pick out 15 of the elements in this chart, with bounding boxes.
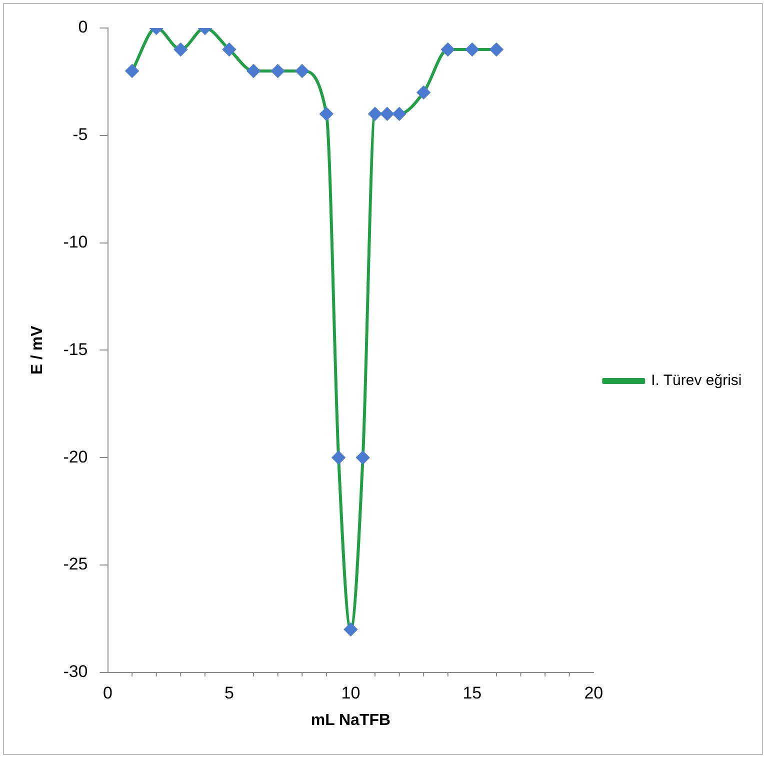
y-tick-label: 0 (78, 18, 88, 37)
y-tick-label: -25 (63, 554, 88, 574)
x-axis-title: mL NaTFB (310, 712, 391, 729)
x-tick-label: 15 (462, 683, 482, 702)
x-tick-label: 20 (584, 683, 604, 702)
y-axis-title: E / mV (29, 325, 46, 375)
y-tick-label: -30 (63, 662, 88, 682)
x-tick-label: 10 (341, 683, 360, 702)
y-tick-label: -20 (63, 447, 88, 466)
y-tick-label: -15 (63, 340, 88, 359)
legend-label: I. Türev eğrisi (651, 372, 742, 390)
x-tick-label: 0 (103, 683, 113, 702)
y-tick-label: -5 (72, 125, 88, 144)
y-tick-label: -10 (63, 232, 88, 252)
x-tick-label: 5 (224, 683, 234, 702)
